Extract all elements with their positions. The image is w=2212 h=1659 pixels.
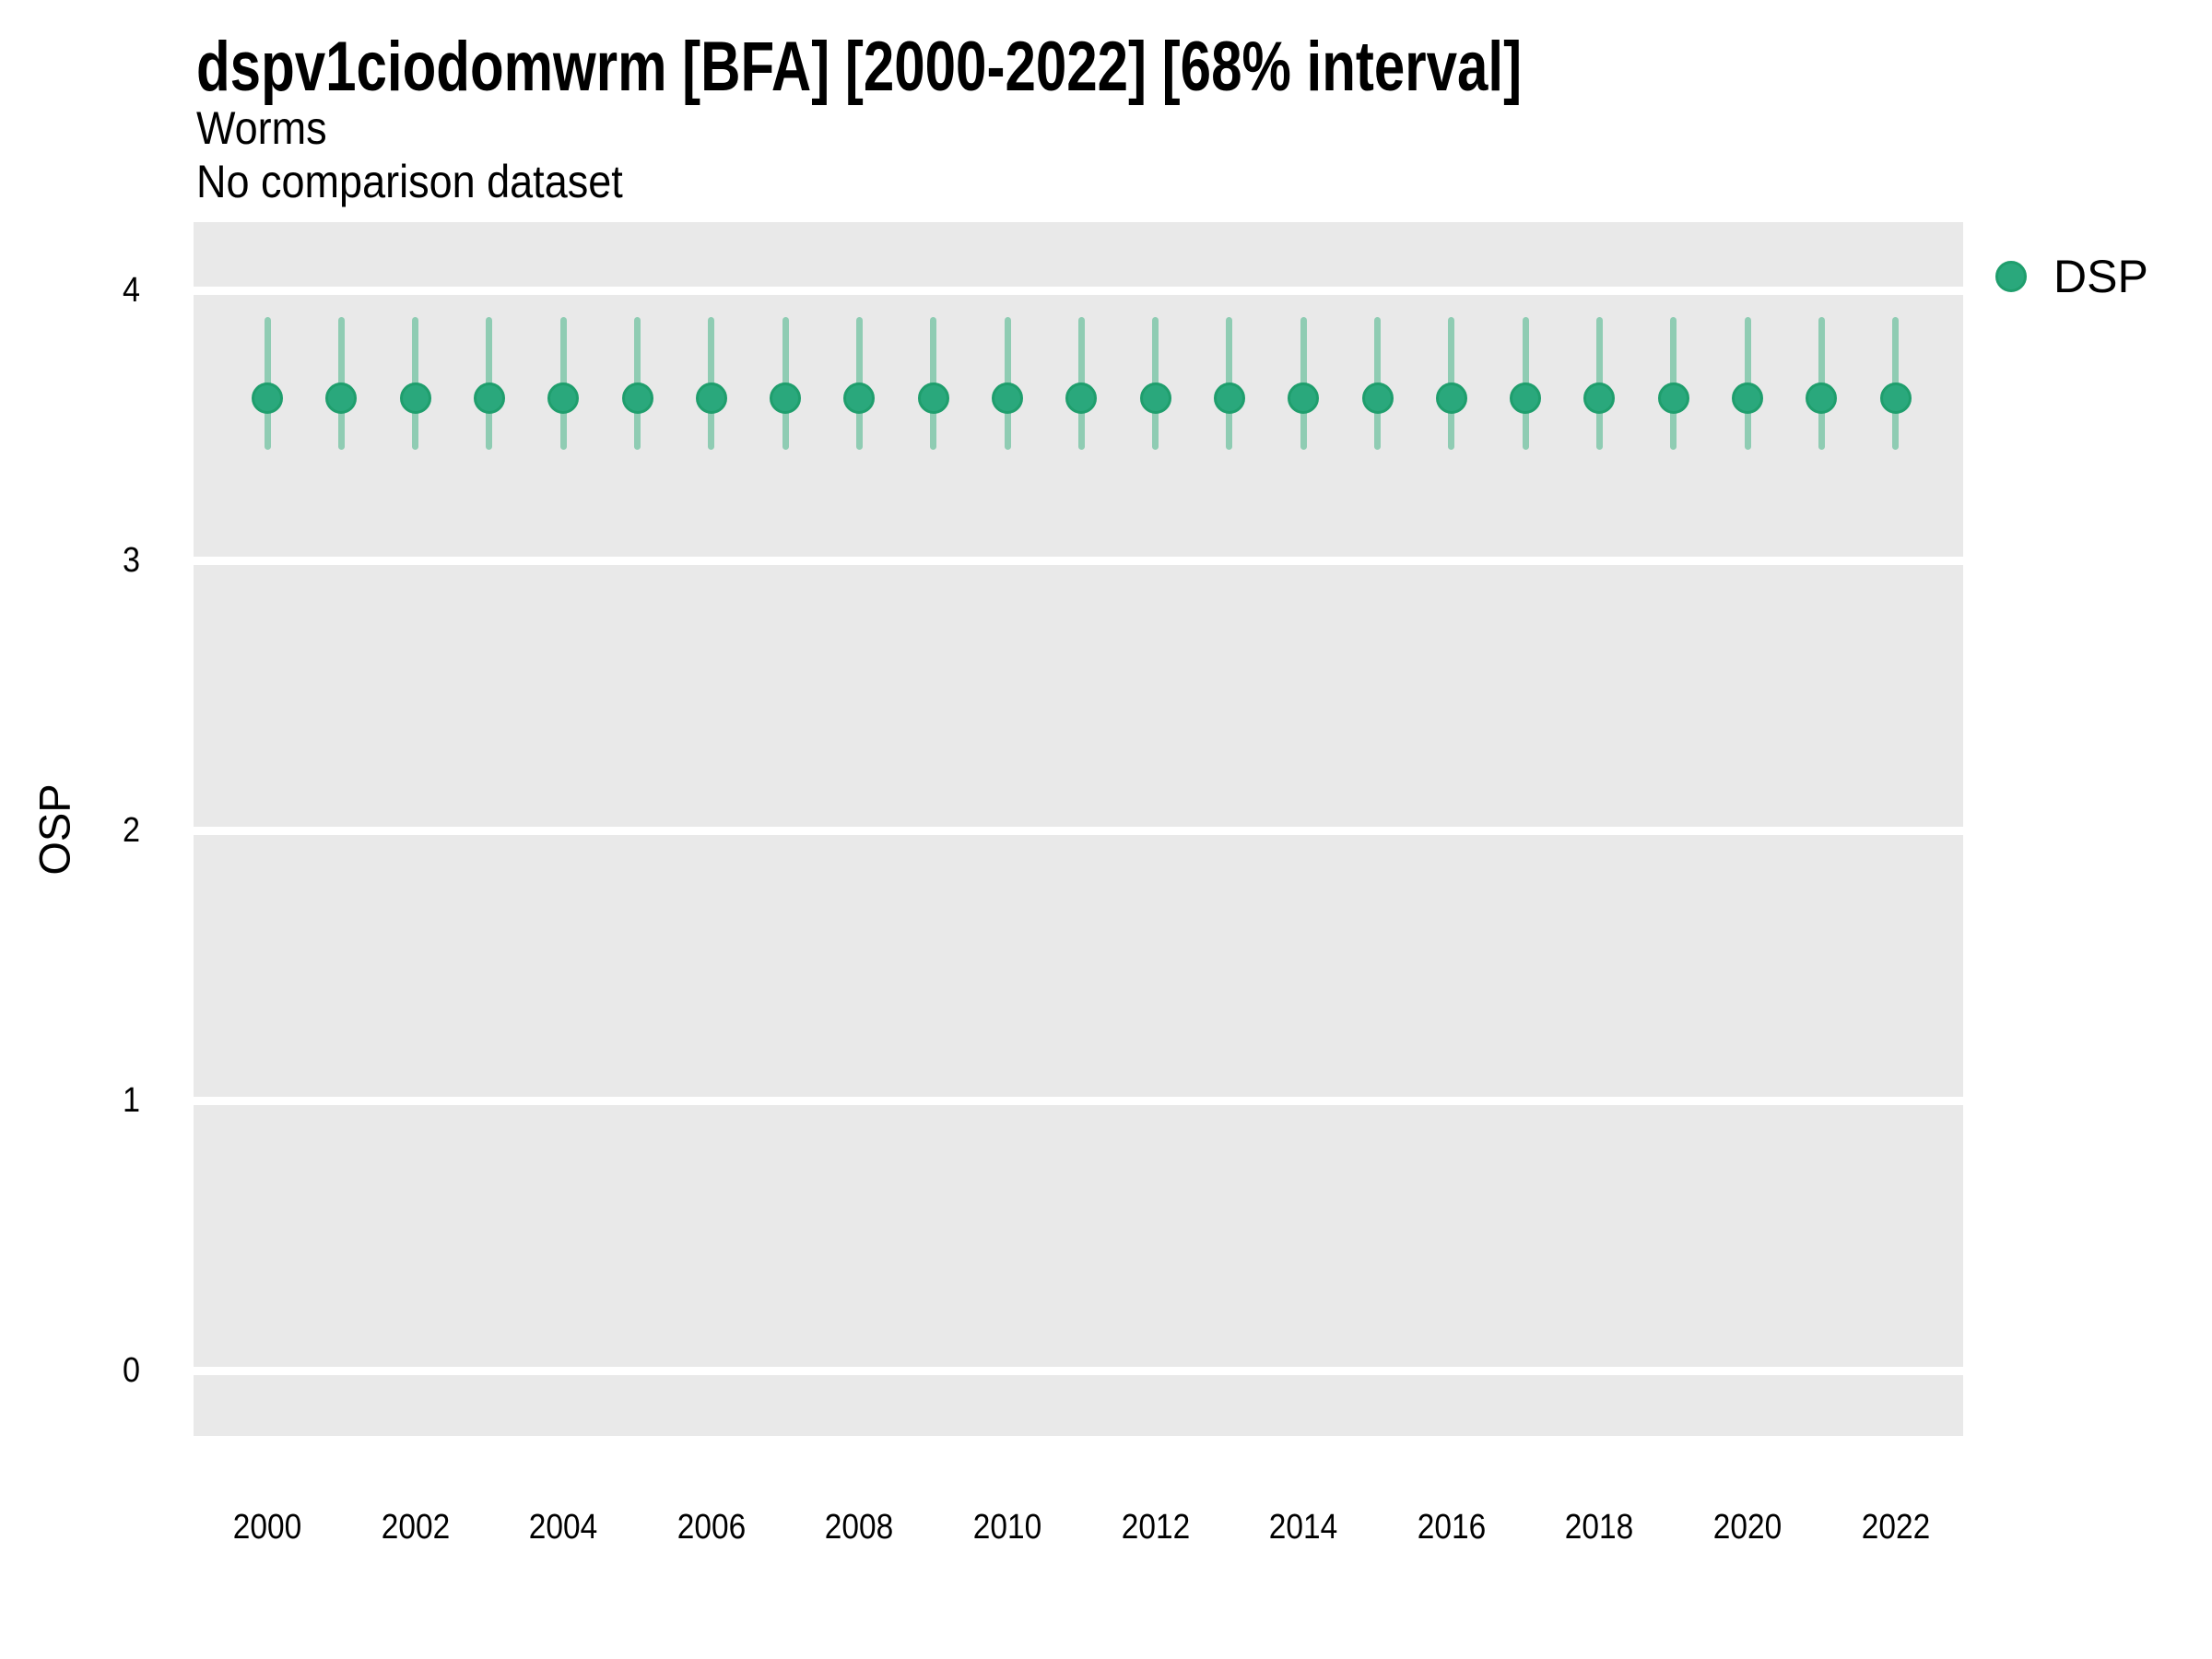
data-point-2017 [1510,382,1542,415]
x-tick-label-2012: 2012 [1121,1508,1190,1547]
data-point-2021 [1806,382,1838,415]
data-point-2002 [399,382,431,415]
y-tick-label-2: 2 [122,811,140,850]
y-tick-label-3: 3 [122,541,140,580]
x-tick-label-2020: 2020 [1712,1508,1783,1547]
x-tick-label-2008: 2008 [825,1508,894,1547]
data-point-2016 [1435,382,1467,415]
data-point-2009 [917,382,949,415]
data-point-2010 [992,382,1023,415]
chart-subtitle-line1: Worms [196,102,327,154]
gridline-y-3 [194,556,1963,565]
x-tick-label-2010: 2010 [972,1508,1042,1547]
data-point-2005 [621,382,653,415]
data-point-2003 [473,382,505,415]
gridline-y-4 [194,286,1963,295]
y-tick-label-0: 0 [122,1351,140,1390]
y-tick-label-4: 4 [122,271,140,310]
legend-point-icon [1995,261,2027,292]
y-tick-label-1: 1 [122,1081,140,1120]
gridline-y-0 [194,1366,1963,1375]
data-point-2015 [1361,382,1394,415]
legend-label: DSP [2053,251,2148,302]
x-tick-label-2014: 2014 [1268,1508,1338,1547]
data-point-2006 [695,382,727,415]
gridline-y-1 [194,1096,1963,1105]
x-tick-label-2002: 2002 [381,1508,450,1547]
data-point-2001 [325,382,358,415]
x-tick-label-2000: 2000 [232,1508,302,1547]
data-point-2000 [252,382,283,415]
data-point-2007 [770,382,802,415]
gridline-y-2 [194,826,1963,835]
x-tick-label-2022: 2022 [1861,1508,1930,1547]
chart-subtitle-line2: No comparison dataset [196,156,623,207]
data-point-2012 [1139,382,1171,415]
x-tick-label-2004: 2004 [528,1508,598,1547]
data-point-2019 [1657,382,1689,415]
data-point-2022 [1879,382,1912,415]
chart-title: dspv1ciodomwrm [BFA] [2000-2022] [68% in… [196,28,1523,106]
legend: DSP [1995,251,2148,302]
data-point-2004 [547,382,580,415]
x-tick-label-2018: 2018 [1565,1508,1634,1547]
data-point-2013 [1213,382,1245,415]
data-point-2020 [1732,382,1763,415]
data-point-2011 [1065,382,1098,415]
x-tick-label-2016: 2016 [1417,1508,1486,1547]
plot-panel [194,222,1963,1436]
data-point-2014 [1288,382,1320,415]
data-point-2018 [1583,382,1616,415]
x-tick-label-2006: 2006 [677,1508,746,1547]
data-point-2008 [843,382,876,415]
